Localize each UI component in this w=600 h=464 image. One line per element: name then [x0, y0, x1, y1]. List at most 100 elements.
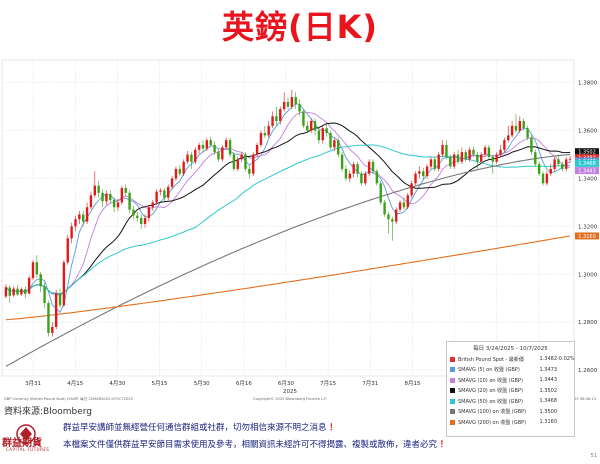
- candle-up: [236, 156, 239, 172]
- legend-swatch: [450, 377, 455, 383]
- candle-body: [143, 218, 147, 224]
- candle-body: [132, 209, 135, 216]
- candle-up: [194, 147, 197, 165]
- candle-body: [491, 156, 494, 162]
- candle-body: [441, 144, 444, 155]
- candle-body: [12, 288, 15, 296]
- candle-up: [568, 155, 572, 163]
- candle-down: [344, 165, 348, 181]
- candle-body: [224, 140, 228, 148]
- chart-footer-center: Copyright© 2025 Bloomberg Finance L.P.: [253, 397, 327, 401]
- candle-up: [252, 152, 255, 177]
- candle-body: [136, 215, 139, 218]
- candle-body: [367, 161, 371, 174]
- candle-down: [464, 149, 467, 162]
- candle-body: [259, 133, 263, 145]
- candle-body: [433, 159, 437, 169]
- candle-up: [89, 191, 93, 210]
- candle-up: [495, 152, 498, 165]
- candle-body: [503, 140, 506, 150]
- candle-body: [82, 214, 85, 222]
- candle-down: [58, 288, 62, 308]
- candle-body: [383, 202, 386, 215]
- candle-body: [62, 262, 66, 306]
- candle-down: [263, 125, 267, 138]
- candle-up: [224, 137, 228, 150]
- candle-up: [170, 176, 174, 190]
- candle-body: [313, 121, 317, 131]
- candle-body: [70, 226, 73, 239]
- candle-down: [35, 255, 39, 278]
- legend-item-value: 1.3473: [539, 366, 558, 373]
- x-tick-label: 5月15: [152, 380, 168, 387]
- candle-body: [267, 125, 270, 136]
- candle-down: [379, 180, 382, 205]
- candle-up: [27, 275, 31, 295]
- candle-up: [66, 234, 69, 265]
- candle-body: [194, 149, 197, 162]
- candle-body: [514, 125, 518, 131]
- candle-body: [561, 164, 564, 169]
- plot-frame: [1, 59, 575, 377]
- candle-up: [255, 142, 259, 157]
- candle-body: [8, 287, 11, 296]
- price-tag-label: 1.3502: [578, 149, 596, 155]
- candle-body: [221, 147, 224, 160]
- candle-body: [565, 159, 568, 169]
- candle-down: [422, 167, 425, 180]
- candle-down: [487, 144, 491, 160]
- chart-footer-right: 07-Oct-2025 06:46:13: [556, 397, 596, 401]
- candle-body: [101, 192, 104, 202]
- x-tick-label: 6月30: [278, 380, 294, 387]
- candle-body: [120, 188, 124, 203]
- y-tick-label: 1.3000: [578, 272, 598, 278]
- candle-up: [74, 215, 77, 232]
- candle-up: [20, 287, 23, 297]
- candle-body: [526, 128, 529, 138]
- candle-body: [197, 144, 201, 150]
- candle-up: [54, 289, 58, 330]
- legend-swatch: [450, 356, 455, 362]
- candle-up: [410, 180, 413, 198]
- price-tag-label: 1.3468: [578, 161, 596, 167]
- candle-body: [422, 171, 425, 177]
- candle-body: [93, 185, 97, 196]
- candle-body: [27, 277, 31, 294]
- candle-body: [263, 133, 267, 136]
- candle-body: [252, 154, 255, 174]
- candle-down: [537, 161, 541, 177]
- x-tick-label: 3月31: [25, 380, 41, 387]
- candle-body: [437, 154, 440, 169]
- candle-up: [348, 170, 352, 183]
- candle-down: [244, 152, 247, 172]
- candle-up: [51, 322, 54, 337]
- candle-body: [213, 144, 216, 153]
- disclaimer-line-1-text: 群益早安講師並無經營任何通信群組或社群，切勿相信來源不明之消息: [63, 423, 327, 433]
- candle-body: [499, 149, 502, 155]
- candle-down: [298, 99, 301, 117]
- candle-up: [105, 190, 108, 205]
- candle-down: [391, 216, 394, 241]
- price-tag: [575, 167, 599, 175]
- candle-up: [545, 171, 549, 186]
- candle-down: [232, 152, 236, 172]
- candle-down: [317, 127, 321, 144]
- x-tick-label: 6月16: [236, 380, 252, 387]
- candle-down: [383, 200, 386, 217]
- candle-up: [267, 121, 270, 138]
- candle-up: [425, 164, 429, 179]
- candle-down: [8, 285, 11, 303]
- x-tick-label: 8月15: [404, 380, 420, 387]
- candle-down: [47, 300, 50, 337]
- candle-up: [78, 210, 81, 224]
- candle-down: [561, 161, 564, 172]
- candle-body: [248, 168, 251, 174]
- candle-down: [541, 171, 545, 186]
- candle-body: [495, 154, 498, 162]
- candle-body: [530, 137, 533, 153]
- candle-body: [116, 202, 120, 208]
- candle-body: [74, 219, 77, 227]
- candle-down: [112, 197, 116, 213]
- candle-body: [217, 152, 220, 160]
- candle-down: [136, 212, 139, 222]
